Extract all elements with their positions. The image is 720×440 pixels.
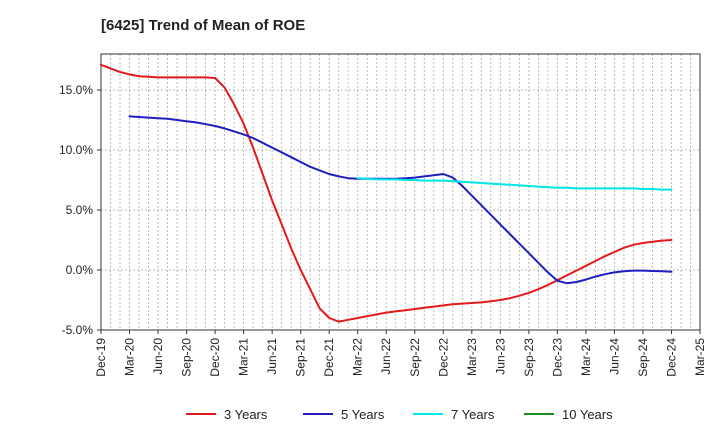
series-line-7-years (356, 177, 673, 191)
x-tick-label: Dec-20 (208, 338, 222, 377)
x-tick-label: Dec-22 (436, 338, 450, 377)
plot-frame (100, 53, 701, 331)
legend-label-5-years: 5 Years (341, 407, 385, 422)
x-tick-label: Dec-24 (664, 338, 678, 377)
x-tick-label: Mar-21 (237, 338, 251, 376)
x-tick-label: Dec-21 (322, 338, 336, 377)
x-tick-label: Sep-23 (522, 338, 536, 377)
gridlines (100, 54, 701, 331)
x-tick-label: Jun-21 (265, 338, 279, 375)
y-tick-label: 15.0% (59, 83, 93, 97)
series-line-5-years (128, 115, 673, 285)
x-tick-label: Mar-23 (465, 338, 479, 376)
x-tick-label: Sep-24 (636, 338, 650, 377)
x-tick-label: Jun-22 (379, 338, 393, 375)
y-tick-label: 10.0% (59, 143, 93, 157)
x-tick-label: Mar-24 (579, 338, 593, 376)
x-tick-label: Jun-20 (151, 338, 165, 375)
y-tick-label: 0.0% (66, 263, 94, 277)
legend-label-7-years: 7 Years (451, 407, 495, 422)
x-tick-label: Sep-20 (180, 338, 194, 377)
x-tick-label: Mar-25 (693, 338, 707, 376)
y-tick-label: -5.0% (62, 323, 94, 337)
legend-label-3-years: 3 Years (224, 407, 268, 422)
series-lines (100, 63, 673, 323)
chart-title: [6425] Trend of Mean of ROE (101, 17, 305, 34)
y-tick-label: 5.0% (66, 203, 94, 217)
x-tick-label: Mar-22 (351, 338, 365, 376)
x-tick-label: Sep-21 (294, 338, 308, 377)
x-tick-label: Dec-19 (94, 338, 108, 377)
axes: -5.0% 0.0% 5.0% 10.0% 15.0% Dec-19 Mar-20 Jun-2… (59, 53, 707, 377)
series-line-3-years (100, 63, 673, 323)
x-tick-label: Mar-20 (123, 338, 137, 376)
x-tick-label: Jun-24 (607, 338, 621, 375)
x-tick-label: Jun-23 (493, 338, 507, 375)
legend: 3 Years 5 Years 7 Years 10 Years (186, 407, 613, 422)
x-tick-label: Dec-23 (550, 338, 564, 377)
legend-label-10-years: 10 Years (562, 407, 613, 422)
x-tick-label: Sep-22 (408, 338, 422, 377)
